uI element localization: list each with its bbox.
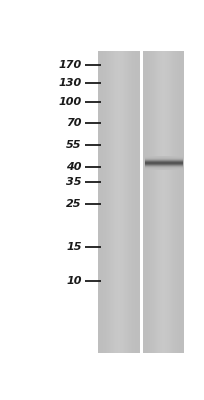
Text: 40: 40 xyxy=(66,162,82,172)
Text: 130: 130 xyxy=(58,78,82,88)
Bar xyxy=(98,51,140,353)
Text: 100: 100 xyxy=(58,97,82,107)
Text: 55: 55 xyxy=(66,140,82,150)
Text: 10: 10 xyxy=(66,276,82,286)
Bar xyxy=(143,51,184,353)
Bar xyxy=(140,51,143,353)
Text: 15: 15 xyxy=(66,242,82,252)
Text: 35: 35 xyxy=(66,177,82,187)
Text: 70: 70 xyxy=(66,118,82,128)
Text: 25: 25 xyxy=(66,198,82,208)
Text: 170: 170 xyxy=(58,60,82,70)
